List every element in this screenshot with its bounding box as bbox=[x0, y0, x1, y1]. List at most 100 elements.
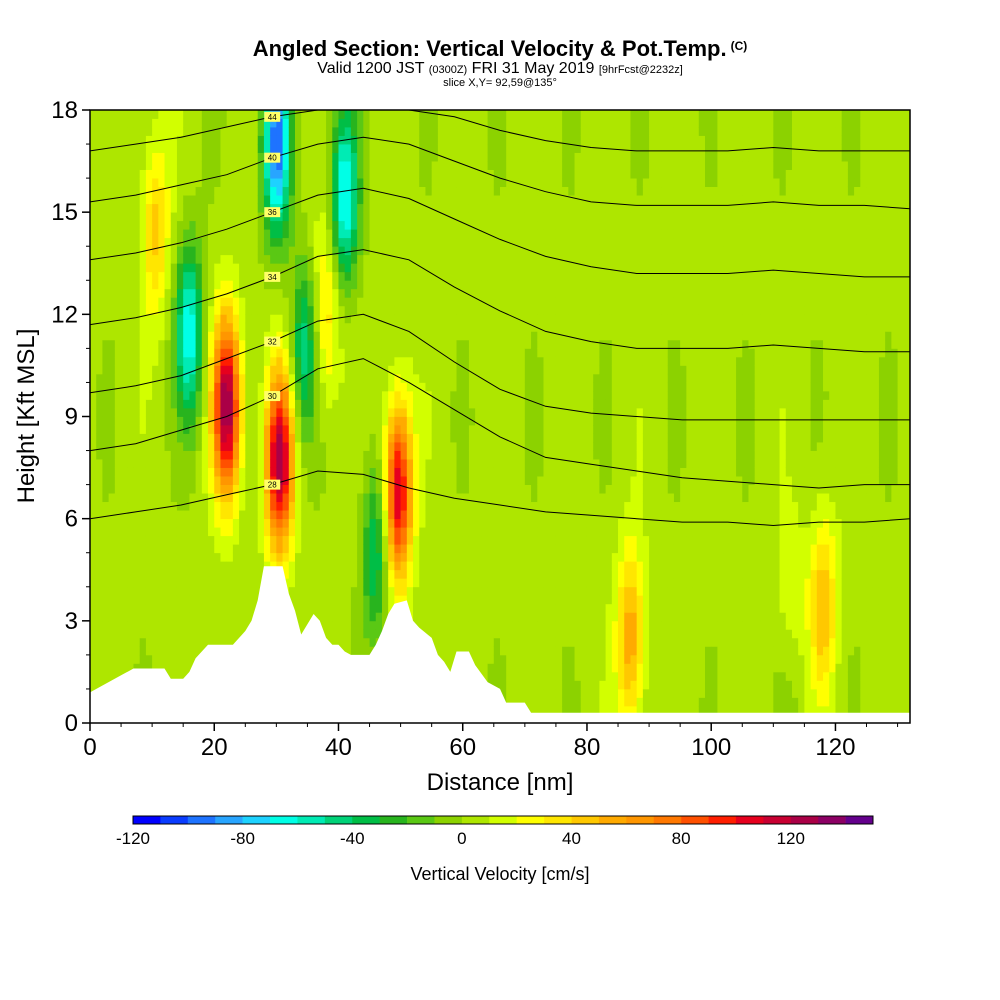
velocity-cell bbox=[158, 416, 165, 426]
velocity-cell bbox=[419, 161, 426, 170]
velocity-cell bbox=[239, 433, 246, 443]
velocity-cell bbox=[145, 331, 153, 341]
velocity-cell bbox=[388, 382, 395, 392]
velocity-cell bbox=[96, 339, 103, 349]
velocity-cell bbox=[127, 390, 134, 400]
velocity-cell bbox=[313, 442, 321, 451]
velocity-cell bbox=[251, 510, 259, 520]
velocity-cell bbox=[114, 144, 122, 153]
velocity-cell bbox=[176, 467, 184, 477]
velocity-cell bbox=[487, 373, 495, 383]
velocity-cell bbox=[176, 654, 184, 664]
velocity-cell bbox=[295, 484, 302, 494]
velocity-cell bbox=[332, 297, 339, 307]
velocity-cell bbox=[220, 118, 228, 128]
velocity-cell bbox=[232, 544, 240, 554]
velocity-cell bbox=[500, 169, 507, 179]
velocity-cell bbox=[239, 127, 246, 136]
velocity-cell bbox=[239, 552, 246, 562]
velocity-cell bbox=[437, 595, 445, 605]
velocity-cell bbox=[388, 152, 395, 162]
velocity-cell bbox=[170, 467, 178, 477]
velocity-cell bbox=[195, 501, 203, 511]
velocity-cell bbox=[444, 348, 451, 358]
velocity-cell bbox=[326, 561, 333, 571]
velocity-cell bbox=[301, 348, 308, 358]
velocity-cell bbox=[431, 305, 439, 315]
velocity-cell bbox=[381, 127, 389, 136]
velocity-cell bbox=[388, 356, 395, 366]
velocity-cell bbox=[96, 467, 103, 477]
velocity-cell bbox=[338, 535, 346, 545]
velocity-cell bbox=[208, 331, 215, 341]
velocity-cell bbox=[152, 220, 159, 230]
velocity-cell bbox=[121, 118, 128, 128]
velocity-cell bbox=[245, 203, 252, 213]
velocity-cell bbox=[375, 365, 383, 375]
velocity-cell bbox=[394, 178, 401, 188]
velocity-cell bbox=[419, 254, 426, 264]
velocity-cell bbox=[450, 450, 457, 460]
velocity-cell bbox=[444, 229, 451, 239]
velocity-cell bbox=[406, 467, 414, 477]
velocity-cell bbox=[220, 433, 228, 443]
velocity-cell bbox=[208, 322, 215, 332]
velocity-cell bbox=[512, 518, 520, 528]
velocity-cell bbox=[456, 586, 464, 596]
velocity-cell bbox=[164, 365, 172, 375]
velocity-cell bbox=[326, 288, 333, 298]
velocity-cell bbox=[319, 603, 327, 613]
velocity-cell bbox=[189, 467, 196, 477]
velocity-cell bbox=[450, 467, 457, 477]
velocity-cell bbox=[133, 314, 141, 324]
velocity-cell bbox=[251, 237, 259, 247]
velocity-cell bbox=[319, 127, 327, 136]
velocity-cell bbox=[114, 663, 122, 673]
velocity-cell bbox=[301, 493, 308, 503]
velocity-cell bbox=[381, 416, 389, 426]
velocity-cell bbox=[102, 203, 110, 213]
velocity-cell bbox=[375, 339, 383, 349]
velocity-cell bbox=[263, 535, 271, 545]
velocity-cell bbox=[176, 246, 184, 256]
velocity-cell bbox=[288, 280, 296, 290]
velocity-cell bbox=[220, 407, 228, 417]
velocity-cell bbox=[481, 663, 488, 673]
velocity-cell bbox=[369, 467, 377, 477]
velocity-cell bbox=[475, 450, 482, 460]
velocity-cell bbox=[481, 169, 488, 179]
velocity-cell bbox=[232, 203, 240, 213]
velocity-cell bbox=[487, 110, 495, 119]
velocity-cell bbox=[127, 339, 134, 349]
velocity-cell bbox=[145, 425, 153, 434]
velocity-cell bbox=[201, 203, 209, 213]
velocity-cell bbox=[437, 535, 445, 545]
velocity-cell bbox=[189, 527, 196, 537]
velocity-cell bbox=[220, 390, 228, 400]
velocity-cell bbox=[406, 365, 414, 375]
velocity-cell bbox=[220, 263, 228, 273]
velocity-cell bbox=[481, 612, 488, 622]
velocity-cell bbox=[152, 654, 159, 664]
velocity-cell bbox=[226, 127, 234, 136]
velocity-cell bbox=[388, 348, 395, 358]
velocity-cell bbox=[425, 476, 433, 486]
velocity-cell bbox=[139, 263, 147, 273]
velocity-cell bbox=[183, 186, 190, 196]
velocity-cell bbox=[400, 203, 408, 213]
velocity-cell bbox=[145, 407, 153, 417]
velocity-cell bbox=[363, 220, 370, 230]
velocity-cell bbox=[114, 331, 122, 341]
velocity-cell bbox=[462, 263, 470, 273]
velocity-cell bbox=[444, 356, 451, 366]
velocity-cell bbox=[444, 612, 451, 622]
velocity-cell bbox=[350, 229, 358, 239]
velocity-cell bbox=[468, 263, 476, 273]
velocity-cell bbox=[456, 271, 464, 281]
velocity-cell bbox=[158, 586, 165, 596]
velocity-cell bbox=[462, 271, 470, 281]
velocity-cell bbox=[108, 212, 116, 222]
velocity-cell bbox=[214, 220, 221, 230]
velocity-cell bbox=[363, 254, 370, 264]
velocity-cell bbox=[133, 127, 141, 136]
